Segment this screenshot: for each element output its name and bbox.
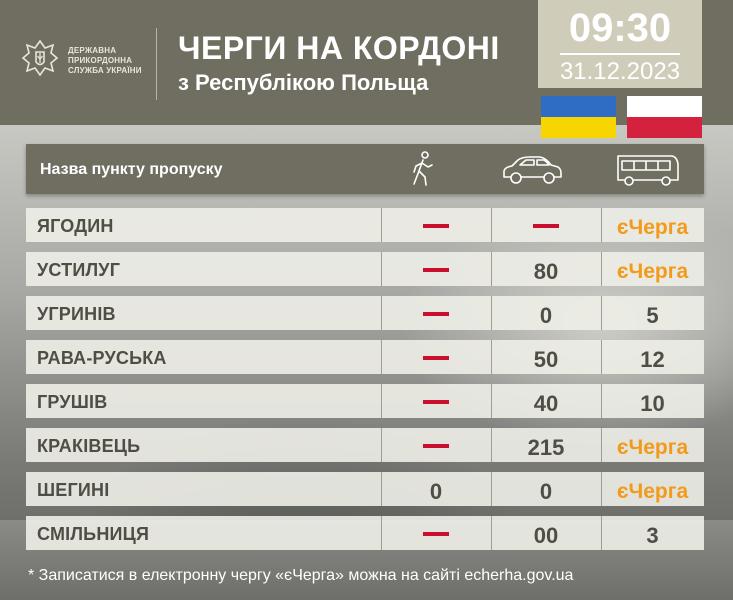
column-separator xyxy=(601,516,602,550)
column-separator xyxy=(381,428,382,462)
bus-queue-value: єЧерга xyxy=(616,260,689,283)
bus-queue-value: 10 xyxy=(640,391,665,416)
column-separator xyxy=(601,340,602,374)
column-separator xyxy=(491,384,492,418)
table-row-krakivets: КРАКІВЕЦЬ 215 єЧерга xyxy=(26,428,704,462)
column-separator xyxy=(491,340,492,374)
table-row-yahodyn: ЯГОДИН єЧерга xyxy=(26,208,704,242)
table-row-ustylug: УСТИЛУГ 80 єЧерга xyxy=(26,252,704,286)
column-separator xyxy=(491,516,492,550)
organization-name: ДЕРЖАВНА ПРИКОРДОННА СЛУЖБА УКРАЇНИ xyxy=(68,46,142,75)
column-separator xyxy=(601,384,602,418)
ukraine-flag-icon xyxy=(541,96,616,138)
column-separator xyxy=(601,252,602,286)
table-row-shehyni: ШЕГИНІ 0 0 єЧерга xyxy=(26,472,704,506)
checkpoint-name: УГРИНІВ xyxy=(37,304,116,324)
border-guard-emblem-icon xyxy=(22,40,58,77)
checkpoint-name: ЯГОДИН xyxy=(37,216,114,236)
table-row-rava-ruska: РАВА-РУСЬКА 50 12 xyxy=(26,340,704,374)
car-queue-none xyxy=(533,224,559,228)
time-date-box: 09:30 31.12.2023 xyxy=(538,0,702,88)
checkpoint-name: ШЕГИНІ xyxy=(37,480,110,500)
pedestrian-queue-none xyxy=(423,268,449,272)
column-separator xyxy=(601,296,602,330)
column-separator xyxy=(491,208,492,242)
column-separator xyxy=(381,208,382,242)
car-queue-value: 00 xyxy=(533,523,559,548)
time-underline xyxy=(560,53,680,55)
column-separator xyxy=(381,340,382,374)
footer-note: * Записатися в електронну чергу «єЧерга»… xyxy=(28,567,574,584)
column-separator xyxy=(381,296,382,330)
car-queue-value: 40 xyxy=(533,391,559,416)
bus-queue-value: єЧерга xyxy=(616,480,689,503)
checkpoint-name: ГРУШІВ xyxy=(37,392,108,412)
car-queue-value: 215 xyxy=(527,435,565,460)
page-subtitle: з Республікою Польща xyxy=(178,70,429,95)
car-queue-value: 0 xyxy=(539,303,553,328)
car-queue-value: 50 xyxy=(533,347,559,372)
bus-icon xyxy=(617,155,679,186)
update-date: 31.12.2023 xyxy=(559,58,681,85)
checkpoint-name: КРАКІВЕЦЬ xyxy=(37,436,141,456)
column-separator xyxy=(601,472,602,506)
header-divider xyxy=(156,28,157,100)
pedestrian-queue-none xyxy=(423,224,449,228)
car-queue-value: 0 xyxy=(539,479,553,504)
column-separator xyxy=(381,384,382,418)
table-row-hrushiv: ГРУШІВ 40 10 xyxy=(26,384,704,418)
page-title: ЧЕРГИ НА КОРДОНІ xyxy=(178,30,500,66)
table-row-smilnytsia: СМІЛЬНИЦЯ 00 3 xyxy=(26,516,704,550)
column-separator xyxy=(381,252,382,286)
pedestrian-queue-value: 0 xyxy=(429,479,443,504)
column-separator xyxy=(601,428,602,462)
column-separator xyxy=(381,516,382,550)
car-icon xyxy=(503,156,562,184)
pedestrian-icon xyxy=(413,151,433,186)
bus-queue-value: 5 xyxy=(646,303,659,328)
update-time: 09:30 xyxy=(568,6,672,50)
checkpoint-name: РАВА-РУСЬКА xyxy=(37,348,167,368)
pedestrian-queue-none xyxy=(423,356,449,360)
checkpoint-name: УСТИЛУГ xyxy=(37,260,121,280)
column-separator xyxy=(491,252,492,286)
pedestrian-queue-none xyxy=(423,400,449,404)
column-separator xyxy=(491,296,492,330)
header-banner: ДЕРЖАВНА ПРИКОРДОННА СЛУЖБА УКРАЇНИ ЧЕРГ… xyxy=(0,0,733,125)
column-header-checkpoint: Назва пункту пропуску xyxy=(40,161,223,178)
bus-queue-value: 3 xyxy=(646,523,659,548)
checkpoint-name: СМІЛЬНИЦЯ xyxy=(37,524,150,544)
bus-queue-value: єЧерга xyxy=(616,436,689,459)
pedestrian-queue-none xyxy=(423,312,449,316)
car-queue-value: 80 xyxy=(533,259,559,284)
column-separator xyxy=(491,428,492,462)
column-separator xyxy=(491,472,492,506)
pedestrian-queue-none xyxy=(423,444,449,448)
column-separator xyxy=(381,472,382,506)
table-header: Назва пункту пропуску xyxy=(26,144,704,194)
table-row-uhryniv: УГРИНІВ 0 5 xyxy=(26,296,704,330)
poland-flag-icon xyxy=(627,96,702,138)
pedestrian-queue-none xyxy=(423,532,449,536)
bus-queue-value: єЧерга xyxy=(616,216,689,239)
column-separator xyxy=(601,208,602,242)
bus-queue-value: 12 xyxy=(640,347,665,372)
